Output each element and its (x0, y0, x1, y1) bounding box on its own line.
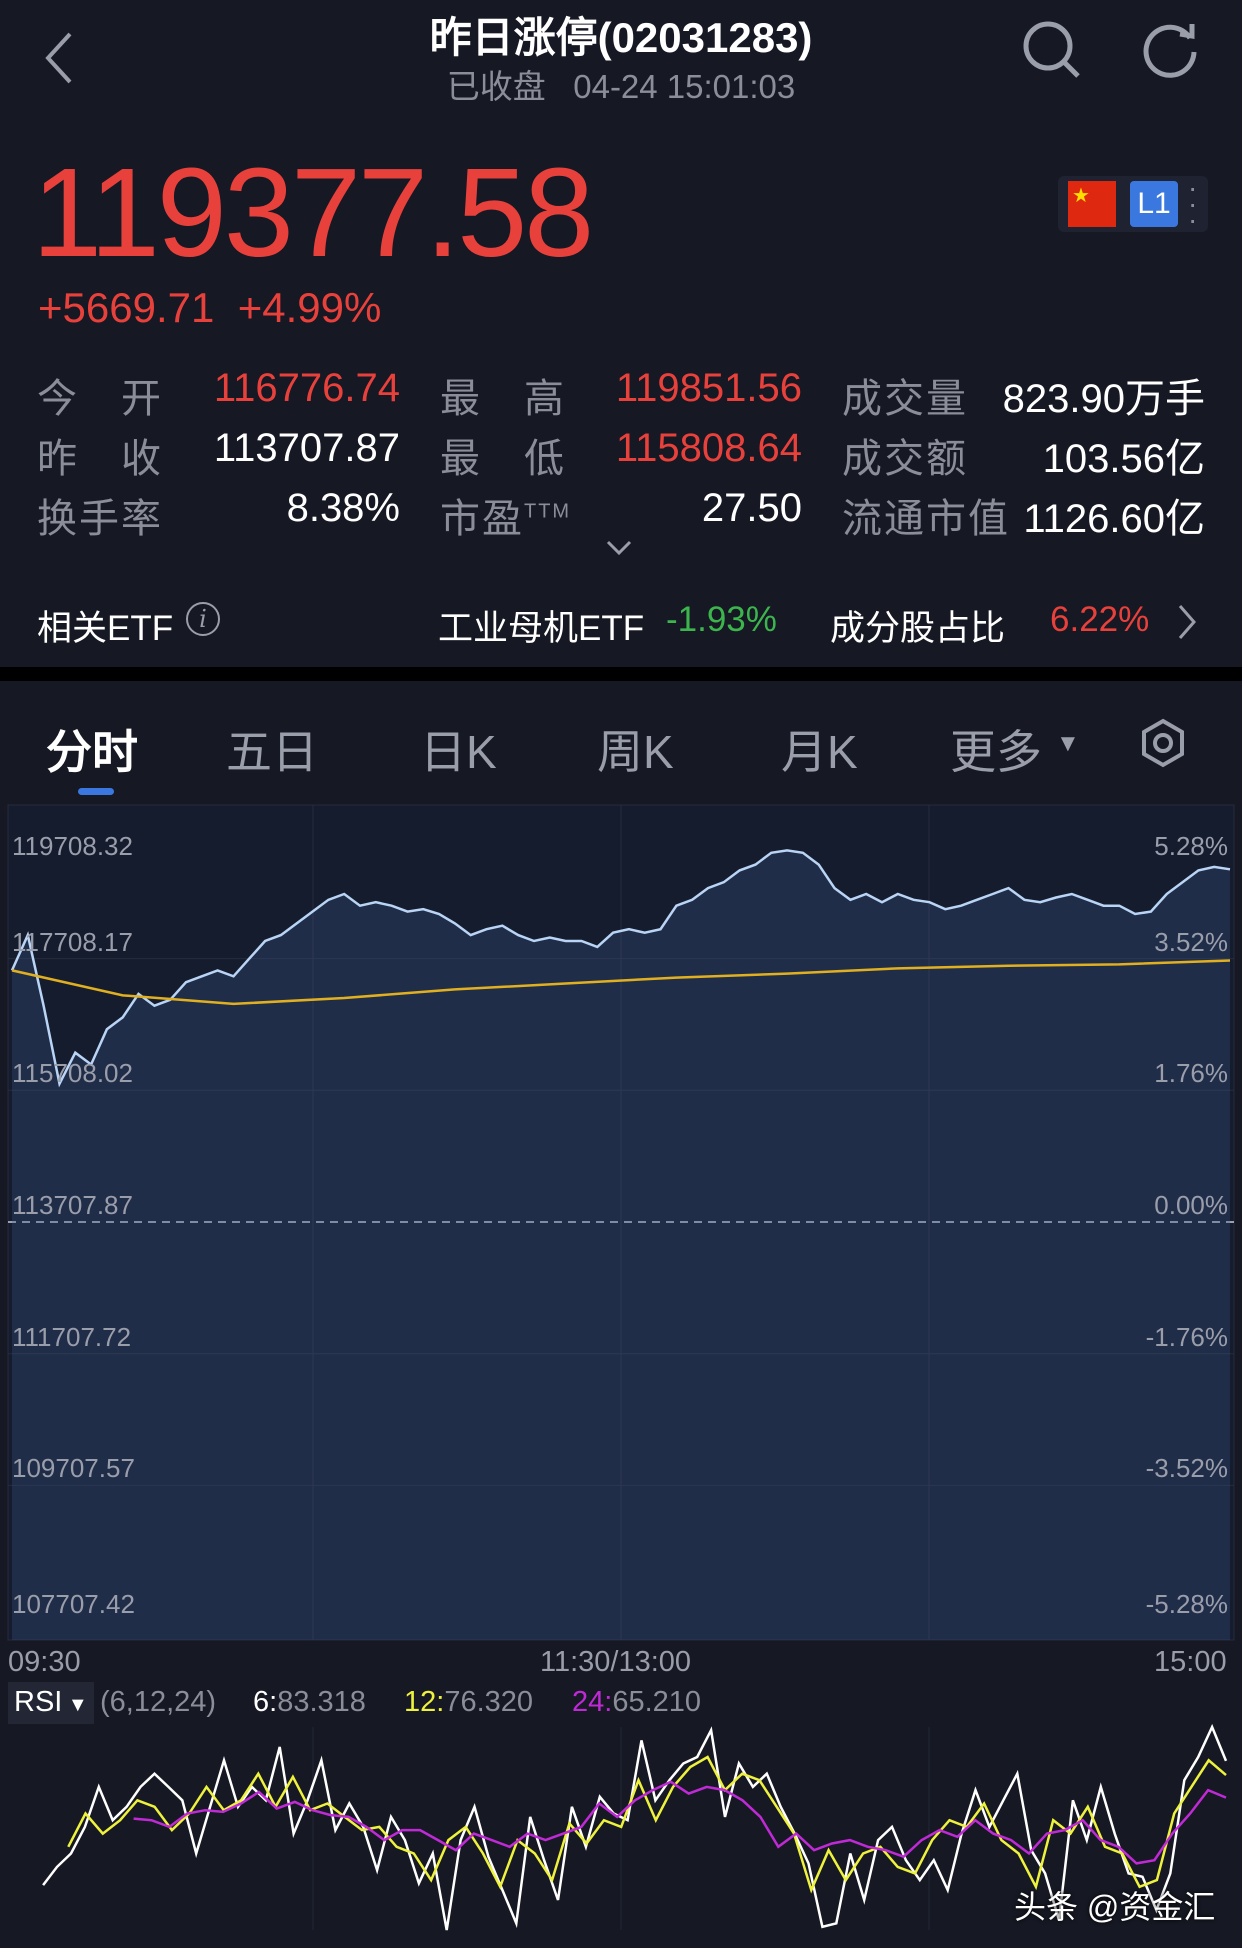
dropdown-arrow-icon: ▼ (62, 1694, 88, 1716)
stat-value: 116776.74 (213, 366, 400, 410)
market-status: 已收盘 04-24 15:01:03 (0, 60, 1242, 108)
y-tick-right: 1.76% (1154, 1058, 1228, 1089)
timestamp: 04-24 15:01:03 (573, 68, 796, 105)
back-button[interactable] (40, 28, 80, 88)
rsi12-value: 76.320 (444, 1686, 534, 1718)
china-flag-icon: ★ (1068, 181, 1116, 227)
stat-value: 103.56亿 (1042, 437, 1205, 481)
y-tick-left: 107707.42 (12, 1589, 135, 1620)
y-tick-right: -1.76% (1145, 1321, 1228, 1352)
etf-row[interactable]: 相关ETF i 工业母机ETF -1.93% 成分股占比 6.22% (0, 596, 1242, 652)
stat-label: 流通市值 (842, 497, 1010, 541)
last-price: 119377.58 (32, 142, 594, 283)
stat-label: 昨 收 (37, 437, 163, 481)
status-text: 已收盘 (446, 68, 546, 105)
rsi12-name: 12 (404, 1686, 437, 1718)
stat-value: 119851.56 (615, 366, 802, 410)
rsi6-legend: 6:83.318 (253, 1686, 366, 1718)
chevron-left-icon (45, 32, 72, 84)
stat-label: 成交量 (842, 377, 968, 421)
tab-0[interactable]: 分时 (46, 726, 138, 778)
y-tick-left: 119708.32 (12, 830, 133, 861)
stat-value: 8.38% (286, 486, 400, 530)
price-line (10, 849, 1231, 1088)
rsi6-value: 83.318 (277, 1686, 366, 1718)
y-tick-left: 111707.72 (12, 1321, 132, 1352)
rsi12-legend: 12:76.320 (404, 1686, 534, 1718)
y-tick-left: 115708.02 (12, 1058, 133, 1089)
chart-settings-button[interactable] (1138, 718, 1188, 773)
rsi24-value: 65.210 (612, 1686, 702, 1718)
tab-2[interactable]: 日K (420, 726, 497, 778)
rsi24-legend: 24:65.210 (572, 1686, 702, 1718)
rsi12-line (67, 1755, 1227, 1894)
price-area (12, 850, 1230, 1640)
x-tick: 11:30/13:00 (540, 1646, 692, 1678)
page-title: 昨日涨停(02031283) (429, 14, 813, 61)
refresh-icon (1143, 24, 1197, 78)
info-icon[interactable]: i (186, 602, 220, 636)
x-tick: 09:30 (8, 1646, 81, 1678)
rsi24-name: 24 (572, 1686, 605, 1718)
chevron-right-icon (1178, 605, 1196, 639)
rsi-params: (6,12,24) (100, 1686, 217, 1718)
tab-4[interactable]: 月K (781, 726, 858, 778)
tab-3[interactable]: 周K (597, 726, 674, 778)
stat-value: 115808.64 (615, 426, 802, 470)
change-value: +5669.71 (38, 284, 215, 331)
stat-label: 最 高 (440, 377, 566, 421)
settings-icon (1142, 718, 1184, 768)
stat-value: 1126.60亿 (1023, 497, 1205, 541)
stat-label: 市盈TTM (440, 497, 572, 541)
rsi24-line (133, 1780, 1227, 1865)
stat-label: 成交额 (842, 437, 968, 481)
weight-label: 成分股占比 (830, 609, 1006, 648)
stat-value: 823.90万手 (1002, 377, 1205, 421)
etf-label: 相关ETF (37, 609, 174, 648)
tab-5[interactable]: 更多 (950, 726, 1042, 778)
stat-label: 换手率 (37, 497, 163, 541)
y-tick-right: 3.52% (1154, 926, 1228, 957)
stat-value: 113707.87 (213, 426, 400, 470)
stat-value: 27.50 (701, 486, 802, 530)
more-dropdown-icon: ▼ (1056, 730, 1080, 757)
more-icon: · · · (1188, 172, 1198, 235)
active-tab-indicator (78, 788, 114, 795)
y-tick-right: -3.52% (1145, 1453, 1228, 1484)
etf-change: -1.93% (666, 600, 777, 639)
y-tick-left: 117708.17 (12, 926, 133, 957)
tab-1[interactable]: 五日 (226, 726, 318, 778)
search-button[interactable] (1020, 18, 1084, 87)
weight-value: 6.22% (1050, 600, 1150, 639)
chevron-down-icon (606, 540, 632, 556)
average-price-line (11, 959, 1231, 1006)
etf-name: 工业母机ETF (438, 609, 645, 648)
y-tick-left: 109707.57 (12, 1453, 135, 1484)
section-divider (0, 667, 1242, 681)
y-tick-right: 0.00% (1154, 1190, 1228, 1220)
y-tick-right: 5.28% (1154, 830, 1228, 861)
indicator-select[interactable]: RSI ▼ (8, 1682, 94, 1724)
stat-label: 今 开 (37, 377, 163, 421)
rsi6-name: 6 (253, 1686, 270, 1718)
x-tick: 15:00 (1154, 1646, 1227, 1678)
market-flag[interactable]: ★ L1 · · · (1058, 172, 1208, 235)
price-change: +5669.71 +4.99% (38, 284, 381, 332)
y-tick-right: -5.28% (1145, 1589, 1228, 1620)
indicator-name: RSI (14, 1686, 63, 1718)
stat-label: 最 低 (440, 437, 566, 481)
level-badge: L1 (1130, 181, 1178, 227)
refresh-button[interactable] (1140, 18, 1204, 87)
watermark: 头条 @资金汇 (1014, 1889, 1216, 1925)
expand-stats-button[interactable] (604, 538, 634, 563)
y-tick-left: 113707.87 (12, 1190, 133, 1220)
change-percent: +4.99% (237, 284, 382, 331)
search-icon (1023, 21, 1080, 78)
